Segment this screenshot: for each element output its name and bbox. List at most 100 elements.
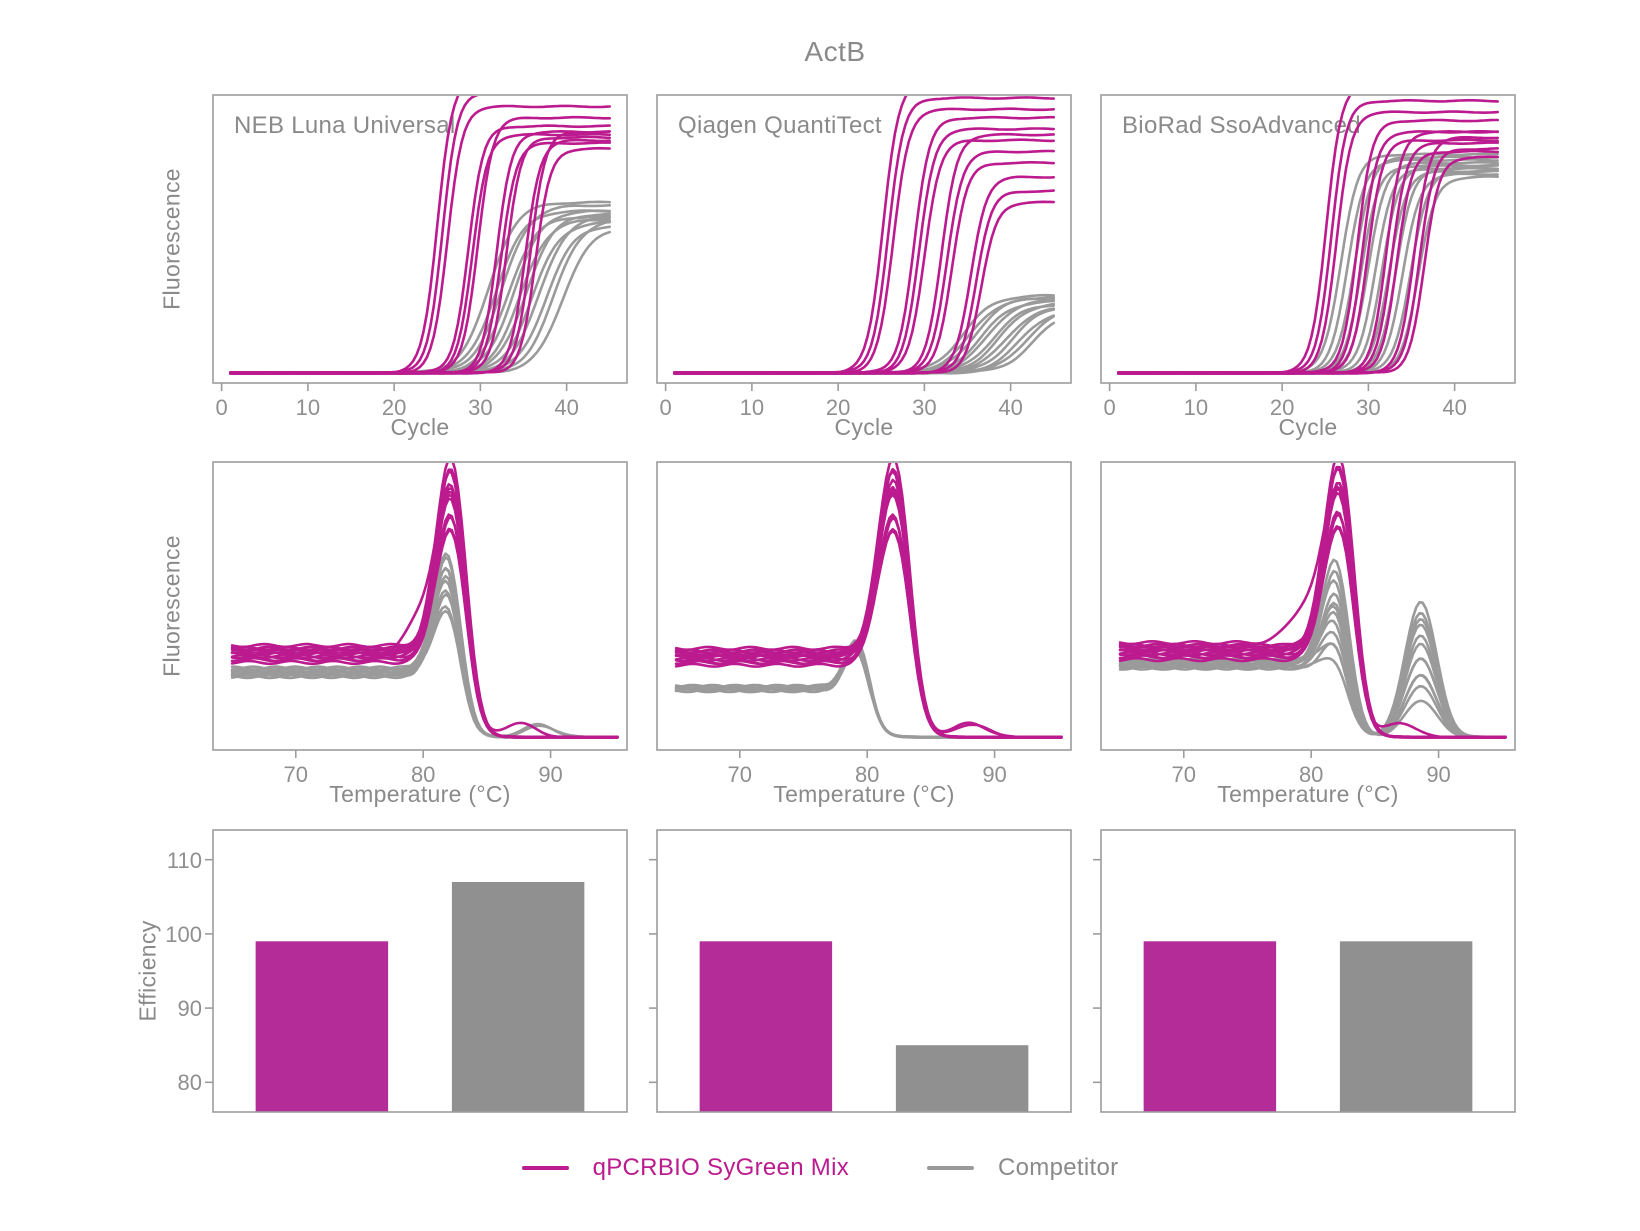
qpcrbio-amplification-curve — [229, 115, 611, 375]
melt-plot-biorad: 70 80 90 — [1100, 461, 1516, 787]
panel-border — [656, 461, 1072, 751]
competitor-amplification-curve — [229, 230, 611, 375]
panel-border — [656, 94, 1072, 384]
x-tick-label: 80 — [411, 762, 435, 787]
efficiency-bar-qpcrbio — [699, 941, 833, 1112]
x-tick-label: 90 — [1426, 762, 1450, 787]
competitor-amplification-curve — [1117, 166, 1499, 375]
panel-label-neb: NEB Luna Universal — [234, 112, 456, 139]
competitor-melt-curve — [1118, 618, 1507, 739]
competitor-amplification-curve — [1117, 169, 1499, 375]
x-tick-label: 30 — [912, 395, 936, 420]
melt-plot-neb: 70 80 90 — [212, 461, 628, 787]
qpcrbio-amplification-curve — [673, 175, 1055, 375]
qpcrbio-melt-curve — [674, 527, 1063, 739]
legend-item-competitor: Competitor — [927, 1154, 1118, 1182]
qpcrbio-amplification-curve — [1117, 149, 1499, 375]
competitor-amplification-curve — [1117, 161, 1499, 375]
x-tick-label: 0 — [216, 395, 228, 420]
x-axis-label-temperature-3: Temperature (°C) — [1217, 781, 1399, 807]
y-tick-label: 110 — [166, 847, 202, 873]
legend-label-competitor: Competitor — [998, 1154, 1119, 1181]
panel-border — [212, 94, 628, 384]
amplification-plot-neb: 0 10 20 30 40 — [212, 94, 628, 420]
competitor-amplification-curve — [1117, 172, 1499, 375]
x-axis-label-temperature-1: Temperature (°C) — [329, 781, 511, 807]
qpcrbio-amplification-curve — [229, 146, 611, 375]
qpcrbio-amplification-curve — [673, 200, 1055, 375]
x-tick-label: 70 — [728, 762, 752, 787]
qpcrbio-amplification-curve — [1117, 130, 1499, 375]
x-axis-label-temperature-2: Temperature (°C) — [773, 781, 955, 807]
x-tick-label: 40 — [998, 395, 1022, 420]
efficiency-bar-competitor — [895, 1045, 1029, 1112]
efficiency-plot-qiagen — [649, 829, 1072, 1113]
x-tick-label: 80 — [855, 762, 879, 787]
panel-label-qiagen: Qiagen QuantiTect — [678, 112, 882, 139]
x-tick-label: 90 — [538, 762, 562, 787]
competitor-melt-curve — [1118, 619, 1507, 739]
panel-border — [212, 829, 628, 1113]
efficiency-y-tick-labels: 80 90 100 110 — [118, 824, 202, 1120]
efficiency-bar-qpcrbio — [1143, 941, 1277, 1112]
competitor-amplification-curve — [229, 212, 611, 375]
efficiency-plot-biorad — [1093, 829, 1516, 1113]
amplification-plot-biorad: 0 10 20 30 40 — [1100, 94, 1516, 420]
x-tick-label: 0 — [1104, 395, 1116, 420]
x-tick-label: 70 — [284, 762, 308, 787]
competitor-line-swatch — [927, 1166, 975, 1170]
y-tick-label: 90 — [177, 996, 202, 1022]
x-tick-label: 10 — [1184, 395, 1208, 420]
qpcrbio-amplification-curve — [1117, 130, 1499, 375]
x-tick-label: 70 — [1172, 762, 1196, 787]
y-tick-label: 100 — [165, 921, 202, 947]
qpcrbio-amplification-curve — [1117, 110, 1499, 375]
qpcrbio-amplification-curve — [673, 96, 908, 375]
x-tick-label: 20 — [826, 395, 850, 420]
competitor-amplification-curve — [1117, 163, 1499, 375]
x-tick-label: 20 — [1270, 395, 1294, 420]
x-tick-label: 10 — [740, 395, 764, 420]
legend-label-qpcrbio: qPCRBIO SyGreen Mix — [592, 1154, 850, 1181]
competitor-amplification-curve — [1117, 152, 1499, 375]
qpcrbio-melt-curve — [230, 493, 619, 739]
x-axis-label-cycle-1: Cycle — [390, 414, 450, 440]
y-tick-label: 80 — [177, 1070, 202, 1096]
panel-border — [656, 829, 1072, 1113]
efficiency-bar-qpcrbio — [255, 941, 389, 1112]
efficiency-plot-neb — [205, 829, 628, 1113]
x-tick-label: 10 — [296, 395, 320, 420]
x-tick-label: 40 — [554, 395, 578, 420]
x-axis-label-cycle-3: Cycle — [1278, 414, 1338, 440]
qpcrbio-amplification-curve — [673, 132, 1055, 375]
x-tick-label: 80 — [1299, 762, 1323, 787]
figure-title: ActB — [804, 36, 866, 67]
competitor-amplification-curve — [1117, 169, 1499, 375]
y-axis-label-amplification: Fluorescence — [158, 168, 185, 310]
qpcrbio-amplification-curve — [1117, 138, 1499, 375]
melt-plot-qiagen: 70 80 90 — [656, 461, 1072, 787]
qpcrbio-melt-curve — [1118, 482, 1507, 739]
qpcrbio-melt-curve — [674, 478, 1063, 739]
panel-border — [1100, 461, 1516, 751]
competitor-amplification-curve — [229, 220, 611, 375]
efficiency-bar-competitor — [451, 881, 585, 1112]
legend: qPCRBIO SyGreen Mix Competitor — [0, 1148, 1640, 1188]
qpcrbio-melt-curve — [230, 487, 619, 739]
x-tick-label: 0 — [660, 395, 672, 420]
panel-border — [212, 461, 628, 751]
panel-label-biorad: BioRad SsoAdvanced — [1122, 112, 1361, 139]
panel-border — [1100, 829, 1516, 1113]
competitor-amplification-curve — [1117, 163, 1499, 375]
qpcrbio-melt-curve — [1118, 463, 1507, 739]
amplification-plot-qiagen: 0 10 20 30 40 — [656, 94, 1072, 420]
x-tick-label: 30 — [1356, 395, 1380, 420]
x-tick-label: 90 — [982, 762, 1006, 787]
panel-border — [1100, 94, 1516, 384]
competitor-amplification-curve — [1117, 166, 1499, 375]
legend-item-qpcrbio: qPCRBIO SyGreen Mix — [521, 1154, 850, 1182]
x-tick-label: 30 — [468, 395, 492, 420]
efficiency-bar-competitor — [1339, 941, 1473, 1112]
qpcrbio-melt-curve — [230, 463, 619, 739]
